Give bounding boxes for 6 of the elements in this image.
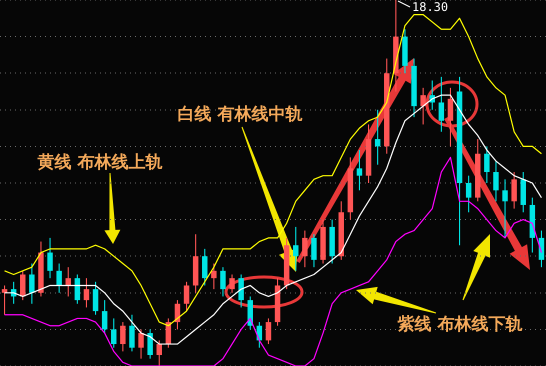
annotation: 紫线 布林线下轨 bbox=[396, 314, 522, 334]
annotation: 黄线 布林线上轨 bbox=[36, 152, 162, 172]
annotation: 18.30 bbox=[412, 0, 448, 14]
candlestick bbox=[293, 226, 298, 271]
annotation: 白线 有林线中轨 bbox=[178, 104, 302, 124]
candlestick bbox=[66, 267, 71, 296]
